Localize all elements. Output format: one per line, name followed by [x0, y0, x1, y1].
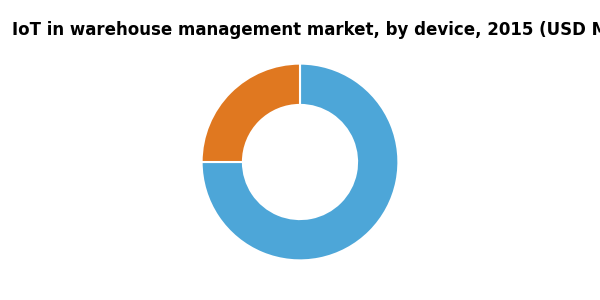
Wedge shape [202, 64, 300, 162]
Wedge shape [202, 64, 398, 260]
Text: IoT in warehouse management market, by device, 2015 (USD Million): IoT in warehouse management market, by d… [12, 21, 600, 39]
